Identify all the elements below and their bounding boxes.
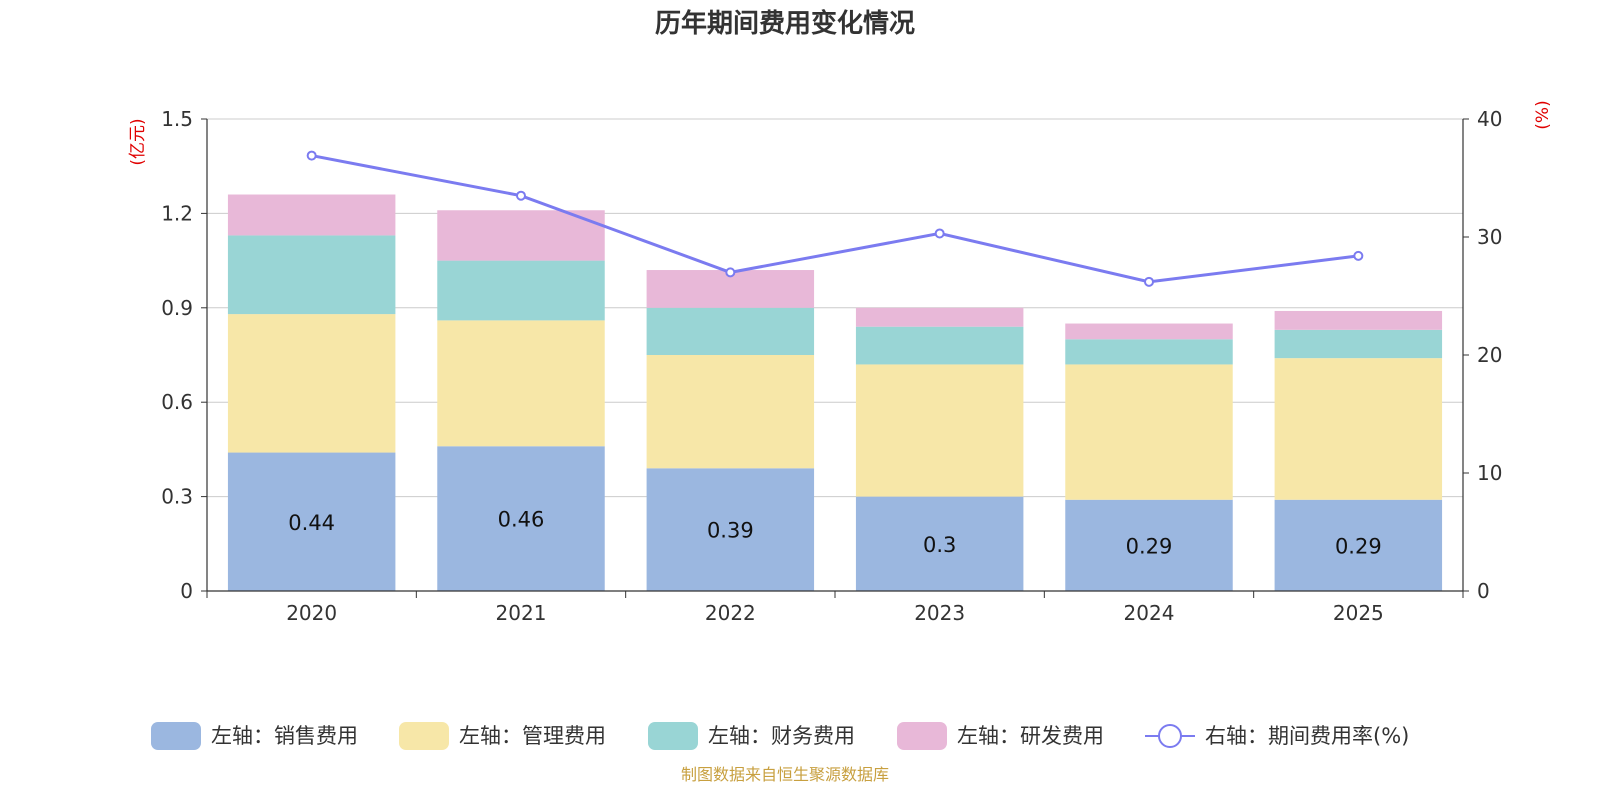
legend-label: 左轴：管理费用 xyxy=(459,724,606,748)
bar-value-label: 0.39 xyxy=(707,519,754,543)
left-tick-label: 0.6 xyxy=(161,390,193,414)
bar-value-label: 0.46 xyxy=(498,508,545,532)
bar-segment[interactable] xyxy=(1065,339,1232,364)
legend-item[interactable]: 左轴：销售费用 xyxy=(151,722,358,750)
rate-point[interactable] xyxy=(726,268,734,276)
legend-circle-symbol xyxy=(1159,725,1181,747)
x-tick-label: 2020 xyxy=(286,601,337,625)
x-tick-label: 2022 xyxy=(705,601,756,625)
bar-segment[interactable] xyxy=(1275,330,1442,358)
x-tick-label: 2021 xyxy=(496,601,547,625)
rate-point[interactable] xyxy=(1354,252,1362,260)
right-tick-label: 30 xyxy=(1477,225,1502,249)
bar-segment[interactable] xyxy=(1275,311,1442,330)
legend-item[interactable]: 左轴：管理费用 xyxy=(399,722,606,750)
legend-label: 左轴：财务费用 xyxy=(708,724,855,748)
legend-item[interactable]: 左轴：研发费用 xyxy=(897,722,1104,750)
source-note: 制图数据来自恒生聚源数据库 xyxy=(681,765,889,784)
bar-segment[interactable] xyxy=(856,364,1023,496)
bar-value-label: 0.44 xyxy=(288,511,335,535)
bar-segment[interactable] xyxy=(228,235,395,314)
legend-label: 右轴：期间费用率(%) xyxy=(1205,724,1409,748)
legend[interactable]: 左轴：销售费用 左轴：管理费用 左轴：财务费用 左轴：研发费用 右轴：期间费用率(%) xyxy=(151,722,1409,750)
bar-segment[interactable] xyxy=(228,195,395,236)
left-tick-label: 1.2 xyxy=(161,201,193,225)
rate-point[interactable] xyxy=(1145,278,1153,286)
x-tick-label: 2025 xyxy=(1333,601,1384,625)
legend-label: 左轴：研发费用 xyxy=(957,724,1104,748)
legend-swatch xyxy=(648,722,698,750)
legend-swatch xyxy=(151,722,201,750)
legend-item[interactable]: 右轴：期间费用率(%) xyxy=(1145,724,1409,748)
bar-segment[interactable] xyxy=(1065,324,1232,340)
legend-item[interactable]: 左轴：财务费用 xyxy=(648,722,855,750)
bar-segment[interactable] xyxy=(1065,364,1232,499)
left-axis-unit: (亿元) xyxy=(128,118,148,165)
chart: 历年期间费用变化情况 (亿元) (%) 0.44 0.46 0.39 0.3 0.29 0… xyxy=(0,0,1600,800)
rate-point[interactable] xyxy=(936,229,944,237)
x-tick-label: 2023 xyxy=(914,601,965,625)
bar-value-label: 0.29 xyxy=(1335,534,1382,558)
right-tick-label: 20 xyxy=(1477,343,1502,367)
legend-swatch xyxy=(897,722,947,750)
right-tick-label: 0 xyxy=(1477,579,1490,603)
bar-segment[interactable] xyxy=(228,314,395,452)
right-tick-label: 10 xyxy=(1477,461,1502,485)
rate-point[interactable] xyxy=(308,152,316,160)
bar-segment[interactable] xyxy=(856,327,1023,365)
left-tick-label: 0.3 xyxy=(161,485,193,509)
bar-segment[interactable] xyxy=(437,261,604,321)
bar-segment[interactable] xyxy=(647,355,814,468)
bar-segment[interactable] xyxy=(647,308,814,355)
bar-segment[interactable] xyxy=(1275,358,1442,500)
legend-label: 左轴：销售费用 xyxy=(211,724,358,748)
bar-segment[interactable] xyxy=(856,308,1023,327)
rate-point[interactable] xyxy=(517,192,525,200)
legend-swatch xyxy=(399,722,449,750)
chart-title: 历年期间费用变化情况 xyxy=(655,8,915,39)
x-tick-label: 2024 xyxy=(1124,601,1175,625)
left-tick-label: 0 xyxy=(180,579,193,603)
left-tick-label: 1.5 xyxy=(161,107,193,131)
bar-value-label: 0.29 xyxy=(1126,534,1173,558)
right-tick-label: 40 xyxy=(1477,107,1502,131)
right-axis-unit: (%) xyxy=(1533,100,1553,129)
left-tick-label: 0.9 xyxy=(161,296,193,320)
bar-value-label: 0.3 xyxy=(923,533,956,557)
bar-segment[interactable] xyxy=(437,320,604,446)
